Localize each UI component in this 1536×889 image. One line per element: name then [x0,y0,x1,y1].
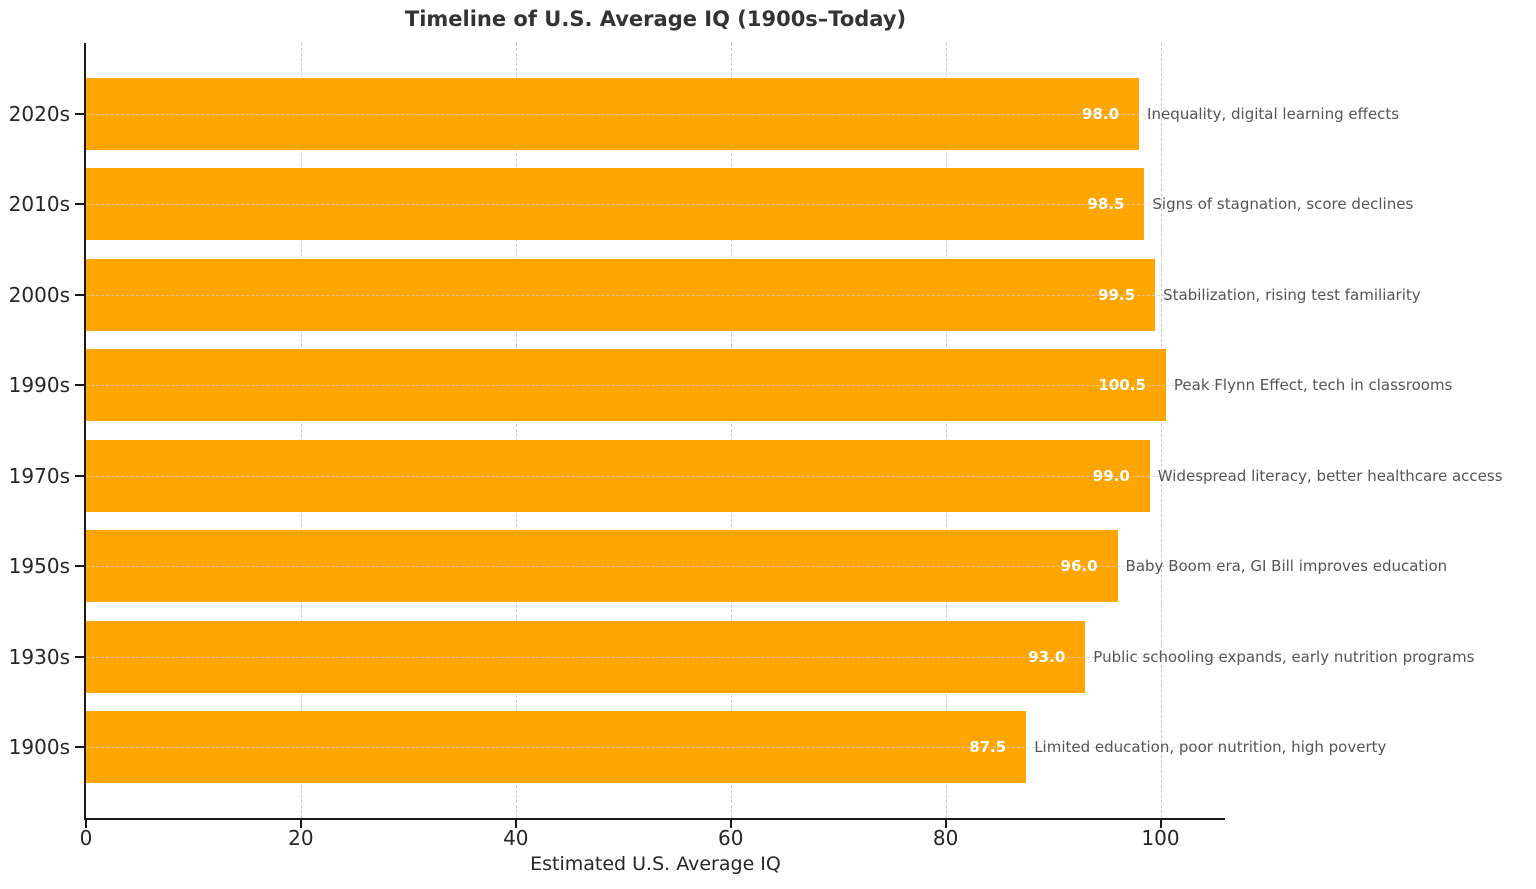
bar-annotation: Baby Boom era, GI Bill improves educatio… [1125,557,1448,576]
x-axis-label: Estimated U.S. Average IQ [530,853,781,875]
vertical-gridline [730,43,732,818]
x-tick-mark [514,820,517,828]
y-tick-label: 2020s [8,101,70,126]
bar-annotation: Widespread literacy, better healthcare a… [1157,466,1503,485]
x-tick-mark [85,820,87,828]
horizontal-gridline [86,113,1225,115]
x-tick-mark [729,820,732,828]
x-axis-spine [84,818,1225,820]
y-tick-label: 1990s [8,373,70,398]
vertical-gridline [1160,43,1162,818]
bar-annotation: Public schooling expands, early nutritio… [1093,647,1475,666]
bar-value-label: 98.5 [1087,195,1125,214]
y-tick-mark [75,655,84,658]
plot-area: 98.0 Inequality, digital learning effects… [86,43,1503,818]
x-tick-label: 20 [288,826,314,850]
bar-value-label: 87.5 [969,738,1007,757]
bar-annotation: Peak Flynn Effect, tech in classrooms [1173,376,1453,395]
y-tick-label: 1950s [8,554,70,579]
y-axis-spine [84,43,86,820]
y-tick-mark [75,474,84,477]
y-tick-mark [75,293,84,296]
horizontal-gridline [86,747,1225,749]
vertical-gridline [300,43,302,818]
x-tick-label: 60 [717,826,744,850]
bar-annotation: Inequality, digital learning effects [1147,104,1400,123]
bar-value-label: 99.5 [1098,285,1136,304]
bar-annotation: Stabilization, rising test familiarity [1163,285,1421,304]
horizontal-gridline [86,385,1225,387]
y-tick-label: 1970s [8,463,70,488]
y-tick-mark [75,746,84,749]
bar-annotation: Limited education, poor nutrition, high … [1034,738,1387,757]
x-tick-label: 100 [1141,826,1180,850]
bar-value-label: 96.0 [1060,557,1098,576]
y-tick-label: 2000s [8,282,70,307]
y-tick-mark [75,112,84,115]
horizontal-gridline [86,204,1225,206]
x-tick-mark [944,820,947,828]
chart-title: Timeline of U.S. Average IQ (1900s–Today… [404,7,907,31]
bar-value-label: 99.0 [1092,466,1130,485]
horizontal-gridline [86,566,1225,568]
horizontal-gridline [86,294,1225,296]
horizontal-gridline [86,475,1225,477]
bar-annotation: Signs of stagnation, score declines [1152,195,1414,214]
y-tick-label: 1900s [8,735,70,760]
bar-value-label: 93.0 [1028,647,1066,666]
vertical-gridline [945,43,947,818]
x-tick-label: 40 [503,826,529,850]
y-tick-mark [75,565,84,568]
y-tick-label: 1930s [8,644,70,669]
y-tick-mark [75,203,84,206]
x-tick-label: 80 [932,826,959,850]
y-tick-mark [75,384,84,387]
horizontal-gridline [86,656,1225,658]
y-tick-label: 2010s [8,192,70,217]
x-tick-mark [1159,820,1162,828]
x-tick-label: 0 [79,826,93,850]
bar-value-label: 98.0 [1082,104,1120,123]
bar-value-label: 100.5 [1098,376,1146,395]
vertical-gridline [515,43,517,818]
x-tick-mark [299,820,302,828]
